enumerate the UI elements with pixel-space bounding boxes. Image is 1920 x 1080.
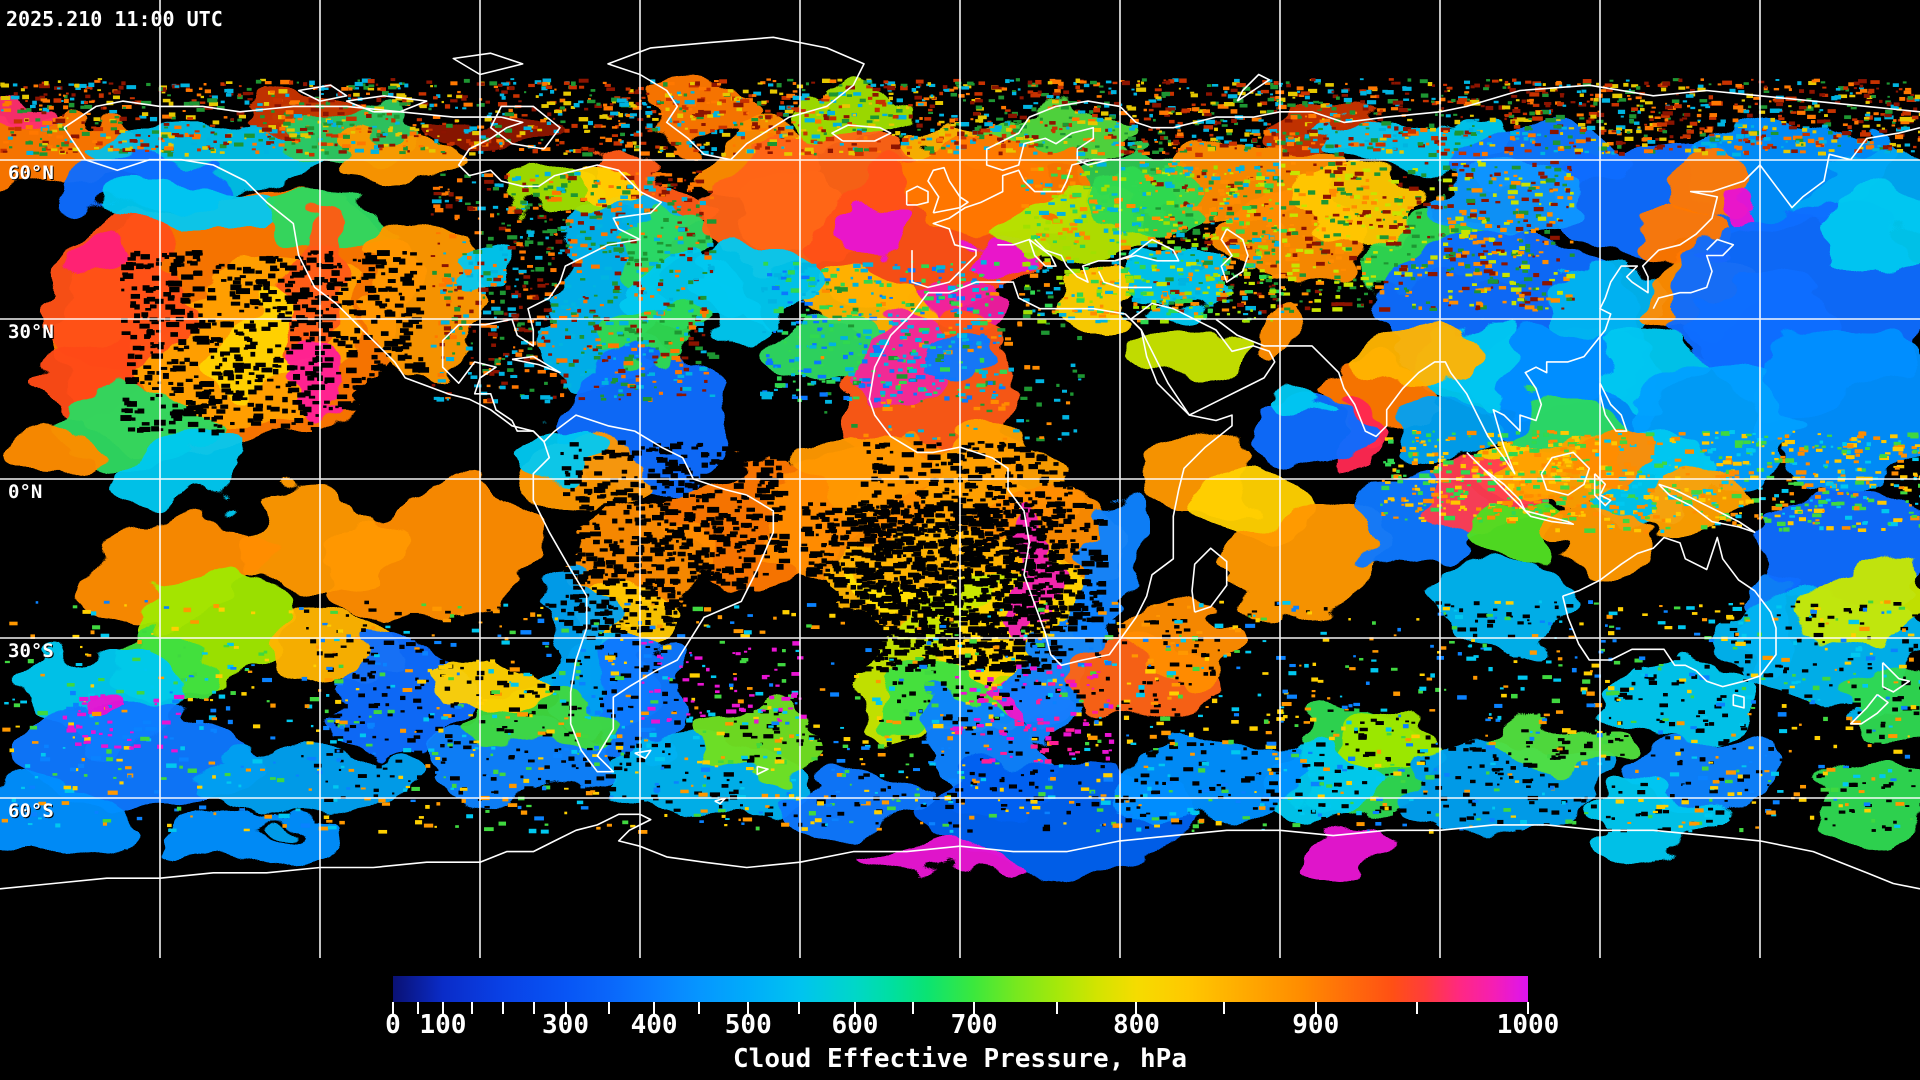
latitude-label: 30°N <box>8 321 54 343</box>
colorbar-tick-label: 600 <box>831 1010 879 1040</box>
colorbar-tick <box>392 1002 394 1014</box>
colorbar-tick <box>973 1002 976 1014</box>
coastline <box>1732 693 1745 709</box>
colorbar-tick-label: 0 <box>385 1010 401 1040</box>
colorbar-tick-label: 700 <box>950 1010 998 1040</box>
coastline <box>985 100 1121 172</box>
coastline <box>1119 84 1920 129</box>
coastline <box>1599 382 1628 432</box>
colorbar-tick <box>416 1002 419 1014</box>
colorbar-tick <box>698 1002 701 1014</box>
colorbar-tick-label: 1000 <box>1496 1010 1560 1040</box>
colorbar-tick <box>798 1002 801 1014</box>
colorbar-tick <box>747 1002 750 1014</box>
coastline <box>1540 451 1591 496</box>
coastline <box>297 84 348 102</box>
coastlines <box>0 36 1920 890</box>
coastline <box>1097 271 1152 289</box>
coastline <box>756 765 769 776</box>
coastline <box>927 166 969 214</box>
colorbar: 0 100 300 400 500 600 700 800 900 1000 Cloud Effe… <box>0 958 1920 1080</box>
colorbar-title: Cloud Effective Pressure, hPa <box>733 1044 1187 1074</box>
colorbar-tick <box>1527 1002 1529 1014</box>
latitude-label: 60°N <box>8 162 54 184</box>
timestamp-label: 2025.210 11:00 UTC <box>6 7 223 31</box>
coastline <box>868 281 1233 667</box>
colorbar-tick-label: 400 <box>630 1010 678 1040</box>
coastline <box>532 414 775 773</box>
coastline <box>905 185 929 206</box>
coastline <box>1658 483 1756 534</box>
colorbar-tick-label: 500 <box>724 1010 772 1040</box>
coastline <box>345 95 428 113</box>
colorbar-tick <box>441 1002 444 1014</box>
coastline <box>1215 126 1920 475</box>
coastline <box>1220 228 1249 283</box>
world-map: 2025.210 11:00 UTC 60°N 30°N 0°N 30°S 60°S <box>0 0 1920 958</box>
colorbar-tick <box>1055 1002 1058 1014</box>
colorbar-tick-label: 900 <box>1292 1010 1340 1040</box>
latitude-label: 0°N <box>8 481 43 503</box>
graticule <box>0 0 1920 958</box>
colorbar-gradient <box>393 976 1528 1002</box>
latitude-label: 30°S <box>8 640 54 662</box>
coastline <box>452 52 524 76</box>
colorbar-tick-label: 300 <box>542 1010 589 1040</box>
colorbar-tick <box>1135 1002 1138 1014</box>
colorbar-tick <box>911 1002 914 1014</box>
coastline <box>63 100 663 443</box>
colorbar-tick <box>502 1002 505 1014</box>
coastline <box>1236 73 1271 102</box>
colorbar-tick <box>853 1002 856 1014</box>
colorbar-tick <box>607 1002 610 1014</box>
coastline <box>1466 451 1527 512</box>
coastline <box>0 813 1920 890</box>
coastline <box>1191 547 1228 613</box>
coastline <box>634 749 652 760</box>
coastline <box>1130 302 1276 416</box>
coastline <box>1652 238 1735 310</box>
colorbar-tick-label: 100 <box>419 1010 467 1040</box>
coastline <box>1524 510 1575 526</box>
coastline <box>607 36 865 161</box>
map-overlay-layer <box>0 0 1920 958</box>
colorbar-tick <box>471 1002 474 1014</box>
coastline <box>714 797 727 805</box>
coastline <box>1593 473 1612 507</box>
coastline <box>911 158 1120 289</box>
colorbar-tick <box>1222 1002 1225 1014</box>
coastline <box>1114 238 1180 262</box>
colorbar-tick <box>532 1002 535 1014</box>
colorbar-tick <box>1415 1002 1418 1014</box>
colorbar-tick-label: 800 <box>1112 1010 1160 1040</box>
colorbar-tick <box>1314 1002 1317 1014</box>
latitude-label: 60°S <box>8 800 54 822</box>
coastline <box>1849 693 1889 725</box>
coastline <box>831 124 892 142</box>
coastline <box>1561 536 1777 688</box>
colorbar-tick <box>564 1002 567 1014</box>
coastline <box>1881 662 1911 693</box>
coastline <box>1034 238 1115 283</box>
coastline <box>489 105 561 150</box>
coastline <box>511 355 561 374</box>
colorbar-tick <box>653 1002 656 1014</box>
coastline <box>997 238 1057 267</box>
